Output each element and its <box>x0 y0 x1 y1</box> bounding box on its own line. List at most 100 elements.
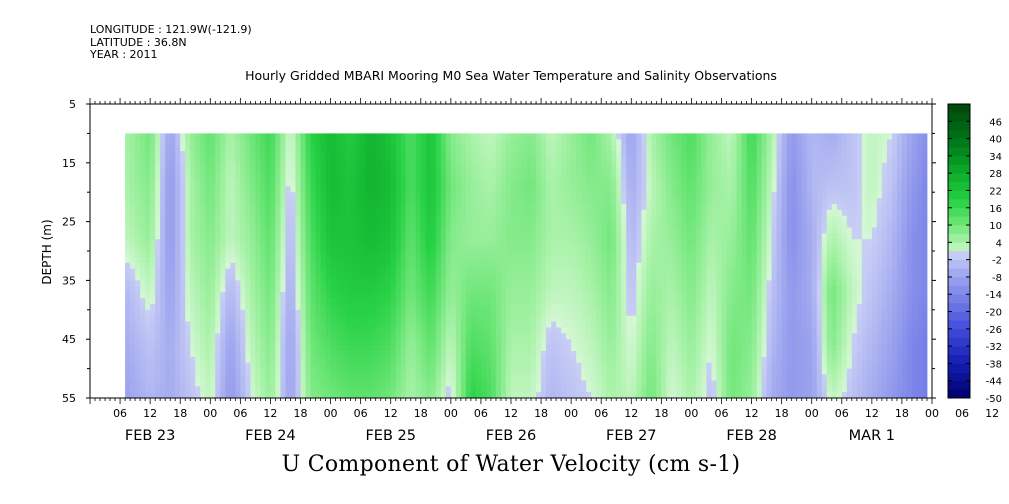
heatmap-cell <box>666 174 672 181</box>
heatmap-cell <box>240 280 246 287</box>
heatmap-cell <box>150 180 156 187</box>
heatmap-cell <box>571 315 577 322</box>
heatmap-cell <box>195 386 201 393</box>
heatmap-cell <box>490 256 497 264</box>
heatmap-cell <box>666 392 672 399</box>
heatmap-cell <box>470 315 477 322</box>
heatmap-cell <box>546 333 552 340</box>
heatmap-cell <box>340 192 347 199</box>
heatmap-cell <box>631 239 637 246</box>
heatmap-cell <box>165 368 171 375</box>
heatmap-cell <box>365 162 372 170</box>
heatmap-cell <box>505 256 512 264</box>
heatmap-cell <box>345 321 352 328</box>
heatmap-cell <box>230 186 236 193</box>
heatmap-cell <box>190 374 196 381</box>
heatmap-cell <box>521 327 527 334</box>
heatmap-cell <box>541 321 547 328</box>
heatmap-cell <box>646 362 652 369</box>
heatmap-cell <box>450 215 457 222</box>
heatmap-cell <box>350 327 357 334</box>
heatmap-cell <box>576 298 582 305</box>
heatmap-cell <box>671 380 677 387</box>
heatmap-cell <box>175 298 181 305</box>
heatmap-cell <box>210 209 216 217</box>
heatmap-cell <box>621 298 627 305</box>
heatmap-cell <box>325 356 331 364</box>
heatmap-cell <box>485 309 492 317</box>
heatmap-cell <box>440 392 447 399</box>
heatmap-cell <box>405 268 412 275</box>
heatmap-cell <box>480 356 487 364</box>
heatmap-cell <box>651 392 657 399</box>
heatmap-cell <box>135 350 141 358</box>
heatmap-cell <box>225 345 231 352</box>
heatmap-cell <box>505 174 512 181</box>
heatmap-cell <box>420 168 427 175</box>
heatmap-cell <box>430 368 437 375</box>
heatmap-cell <box>636 180 642 187</box>
heatmap-cell <box>205 274 211 281</box>
heatmap-cell <box>536 339 542 346</box>
heatmap-cell <box>526 274 532 281</box>
heatmap-cell <box>385 162 392 170</box>
heatmap-cell <box>270 262 276 270</box>
heatmap-cell <box>455 321 462 328</box>
heatmap-cell <box>546 292 552 299</box>
heatmap-cell <box>145 280 151 287</box>
heatmap-cell <box>526 180 532 187</box>
heatmap-cell <box>410 245 417 252</box>
heatmap-cell <box>405 380 412 387</box>
heatmap-cell <box>220 174 226 181</box>
heatmap-cell <box>556 186 562 193</box>
heatmap-cell <box>320 274 326 281</box>
heatmap-cell <box>365 274 372 281</box>
heatmap-cell <box>390 386 397 393</box>
heatmap-cell <box>596 298 602 305</box>
heatmap-cell <box>155 292 161 299</box>
heatmap-cell <box>470 356 477 364</box>
heatmap-cell <box>250 156 256 164</box>
heatmap-cell <box>395 168 402 175</box>
heatmap-cell <box>606 221 612 228</box>
heatmap-cell <box>230 221 236 228</box>
heatmap-cell <box>626 315 632 322</box>
heatmap-cell <box>521 239 527 246</box>
heatmap-cell <box>445 145 452 152</box>
heatmap-cell <box>420 186 427 193</box>
heatmap-cell <box>160 168 166 175</box>
heatmap-cell <box>636 174 642 181</box>
heatmap-cell <box>345 268 352 275</box>
heatmap-cell <box>205 315 211 322</box>
heatmap-cell <box>315 350 321 358</box>
heatmap-cell <box>135 286 141 293</box>
heatmap-cell <box>626 186 632 193</box>
heatmap-cell <box>215 309 221 317</box>
heatmap-cell <box>290 374 296 381</box>
heatmap-cell <box>676 209 682 217</box>
heatmap-cell <box>465 315 472 322</box>
heatmap-cell <box>350 174 357 181</box>
heatmap-cell <box>225 386 231 393</box>
heatmap-cell <box>295 256 301 264</box>
heatmap-cell <box>385 309 392 317</box>
heatmap-cell <box>335 215 341 222</box>
heatmap-cell <box>601 333 607 340</box>
heatmap-cell <box>345 156 352 164</box>
heatmap-cell <box>536 192 542 199</box>
heatmap-cell <box>671 162 677 170</box>
heatmap-cell <box>511 221 517 228</box>
heatmap-cell <box>175 192 181 199</box>
heatmap-cell <box>465 268 472 275</box>
heatmap-cell <box>380 139 387 146</box>
heatmap-cell <box>180 392 186 399</box>
heatmap-cell <box>576 151 582 158</box>
heatmap-cell <box>626 321 632 328</box>
heatmap-cell <box>290 215 296 222</box>
heatmap-cell <box>641 274 647 281</box>
heatmap-cell <box>450 309 457 317</box>
heatmap-cell <box>631 303 637 311</box>
heatmap-cell <box>666 162 672 170</box>
heatmap-cell <box>305 198 311 205</box>
heatmap-cell <box>215 151 221 158</box>
